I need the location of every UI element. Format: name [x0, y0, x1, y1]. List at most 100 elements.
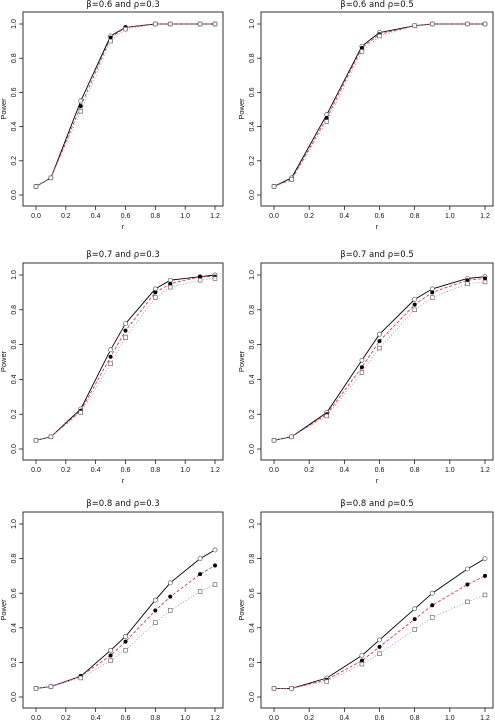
data-point: [429, 286, 435, 292]
data-point: [430, 21, 435, 27]
y-tick-label: 0.6: [249, 340, 256, 350]
data-point: [482, 556, 488, 561]
data-point: [377, 637, 382, 643]
x-tick-label: 0.2: [304, 467, 314, 474]
data-point: [359, 45, 364, 50]
data-point: [359, 661, 365, 667]
x-tick-label: 0.6: [121, 213, 131, 220]
series-line: [273, 23, 485, 187]
data-point: [289, 434, 294, 440]
x-axis-label: r: [376, 476, 379, 485]
x-tick-label: 0.2: [304, 715, 314, 722]
data-point: [271, 438, 277, 443]
data-point: [465, 582, 470, 587]
data-point: [168, 21, 173, 27]
chart-panel: β=0.6 and ρ=0.3 0.0 0.2 0.4 0.6 0.8 1.0 1.2 0.0 0…: [0, 0, 224, 231]
data-point: [377, 644, 382, 649]
data-point: [197, 556, 203, 561]
series-line: [273, 23, 485, 187]
x-tick-label: 1.0: [180, 467, 190, 474]
data-point: [359, 357, 365, 363]
y-tick-label: 0.2: [11, 409, 18, 419]
data-point: [168, 594, 173, 599]
data-point: [271, 686, 277, 691]
data-point: [377, 651, 382, 656]
data-point: [212, 276, 218, 281]
y-tick-label: 0.8: [11, 305, 18, 315]
data-point: [108, 347, 113, 353]
data-point: [153, 21, 158, 27]
data-point: [465, 281, 470, 286]
data-point: [123, 26, 128, 32]
y-tick-label: 1.0: [11, 270, 18, 280]
data-point: [377, 345, 382, 351]
data-point: [123, 328, 128, 333]
series-line: [274, 575, 486, 689]
y-tick-label: 1.0: [249, 519, 256, 529]
y-tick-label: 0.4: [249, 374, 256, 384]
data-point: [78, 675, 83, 681]
data-point: [359, 653, 365, 658]
data-point: [123, 321, 128, 327]
x-tick-label: 0.6: [375, 213, 385, 220]
x-tick-label: 0.0: [31, 467, 41, 474]
y-tick-label: 0.0: [11, 444, 18, 454]
y-tick-label: 0.2: [249, 657, 256, 667]
x-tick-label: 1.2: [480, 467, 490, 474]
series-line: [35, 549, 216, 689]
data-point: [212, 21, 218, 27]
x-tick-label: 1.2: [480, 715, 490, 722]
x-tick-label: 0.8: [150, 715, 160, 722]
y-tick-label: 0.6: [11, 340, 18, 350]
data-point: [483, 276, 487, 281]
series-line: [35, 565, 216, 689]
data-point: [359, 658, 364, 663]
x-tick-label: 0.4: [91, 467, 101, 474]
y-tick-label: 0.8: [249, 53, 256, 63]
y-tick-label: 1.0: [249, 270, 256, 280]
data-point: [108, 658, 113, 663]
x-axis-label: r: [122, 476, 125, 485]
data-point: [377, 339, 382, 344]
data-point: [197, 278, 203, 283]
x-tick-label: 1.2: [210, 467, 220, 474]
x-axis-label: r: [122, 222, 125, 231]
x-tick-label: 0.8: [150, 467, 160, 474]
data-point: [412, 302, 417, 307]
x-tick-label: 0.8: [410, 213, 420, 220]
series-line: [274, 558, 486, 689]
x-tick-label: 0.6: [375, 715, 385, 722]
data-point: [78, 410, 83, 415]
y-tick-label: 1.0: [11, 519, 18, 529]
data-point: [153, 620, 158, 625]
x-tick-label: 1.2: [210, 213, 220, 220]
x-tick-label: 0.2: [61, 715, 71, 722]
x-tick-label: 0.8: [410, 467, 420, 474]
x-tick-label: 1.0: [445, 715, 455, 722]
x-tick-label: 1.2: [480, 213, 490, 220]
y-axis-label: Power: [237, 599, 246, 621]
panel-title: β=0.6 and ρ=0.3: [86, 0, 160, 10]
y-tick-label: 1.0: [11, 19, 18, 29]
data-point: [482, 592, 488, 598]
data-point: [108, 354, 113, 359]
data-point: [324, 116, 329, 121]
series-line: [35, 23, 215, 187]
y-tick-label: 0.4: [11, 122, 18, 132]
y-tick-label: 0.8: [11, 53, 18, 63]
y-axis-label: Power: [237, 350, 246, 372]
data-point: [377, 33, 382, 39]
y-axis-label: Power: [0, 350, 8, 372]
data-point: [412, 617, 417, 622]
data-point: [48, 434, 54, 440]
data-point: [377, 331, 382, 337]
panel-title: β=0.7 and ρ=0.5: [340, 250, 414, 260]
y-axis-label: Power: [0, 98, 8, 120]
x-tick-label: 0.6: [121, 467, 131, 474]
plot-frame: [22, 11, 224, 207]
y-tick-label: 0.2: [249, 156, 256, 166]
y-tick-label: 0.6: [11, 588, 18, 598]
y-tick-label: 0.0: [11, 190, 18, 200]
data-point: [430, 290, 435, 295]
x-tick-label: 0.0: [31, 213, 41, 220]
